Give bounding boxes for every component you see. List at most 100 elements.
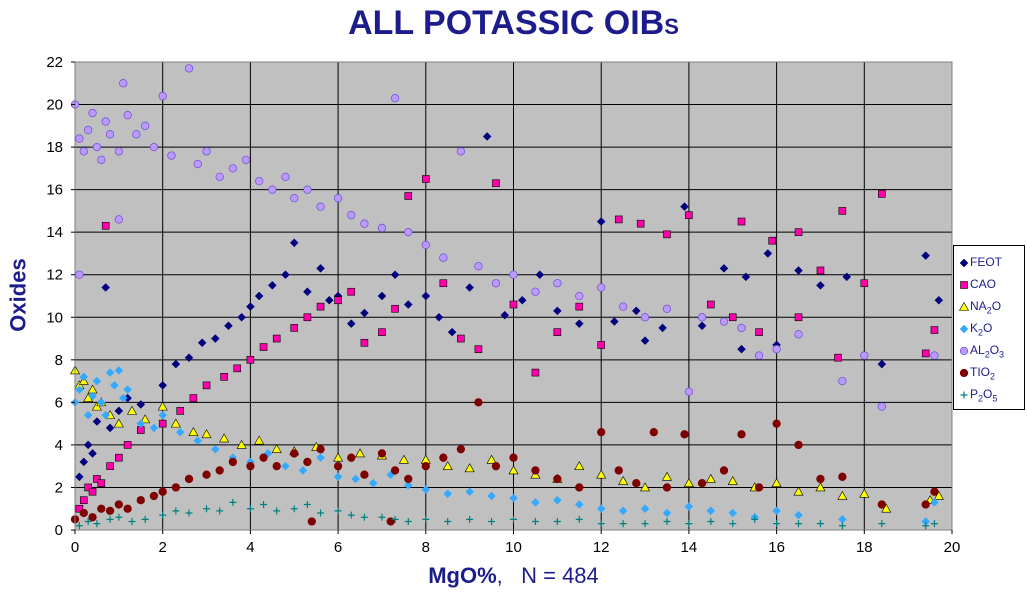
point-feot bbox=[197, 338, 207, 348]
point-al2o3 bbox=[167, 151, 176, 160]
point-tio2 bbox=[597, 427, 606, 437]
legend-label: P2O5 bbox=[970, 387, 997, 403]
point-p2o5 bbox=[334, 507, 342, 515]
point-tio2 bbox=[632, 479, 641, 488]
point-al2o3 bbox=[794, 330, 803, 339]
point-tio2 bbox=[491, 462, 501, 471]
y-axis-label: Oxides bbox=[5, 258, 31, 332]
point-al2o3 bbox=[439, 253, 448, 262]
series-al2o3 bbox=[70, 64, 939, 411]
point-p2o5 bbox=[216, 507, 224, 515]
point-p2o5 bbox=[84, 517, 92, 525]
point-feot bbox=[83, 440, 93, 450]
point-tio2 bbox=[390, 466, 400, 475]
legend-marker bbox=[959, 324, 969, 334]
point-al2o3 bbox=[158, 91, 167, 101]
point-al2o3 bbox=[684, 387, 694, 396]
x-tick-label: 18 bbox=[856, 539, 873, 556]
point-tio2 bbox=[754, 483, 764, 492]
point-p2o5 bbox=[378, 513, 386, 521]
point-tio2 bbox=[360, 470, 369, 479]
point-k2o bbox=[509, 493, 518, 503]
point-p2o5 bbox=[466, 515, 474, 523]
x-tick-label: 0 bbox=[71, 539, 79, 556]
point-na2o bbox=[188, 427, 199, 436]
point-p2o5 bbox=[347, 511, 355, 519]
point-feot bbox=[246, 302, 255, 311]
legend: FEOT CAO NA2O K2O AL2O3 TIO2 P2O5 bbox=[953, 245, 1025, 410]
point-p2o5 bbox=[185, 509, 193, 517]
point-p2o5 bbox=[751, 515, 759, 523]
legend-label-pre: K bbox=[970, 321, 979, 335]
legend-marker bbox=[960, 391, 968, 399]
x-tick-label: 8 bbox=[422, 539, 430, 556]
point-k2o bbox=[706, 506, 716, 516]
point-cao bbox=[421, 175, 430, 183]
point-k2o bbox=[75, 385, 84, 394]
point-al2o3 bbox=[531, 287, 540, 296]
point-feot bbox=[842, 272, 852, 282]
legend-marker bbox=[959, 368, 969, 377]
point-tio2 bbox=[272, 462, 281, 471]
point-al2o3 bbox=[377, 223, 387, 233]
point-feot bbox=[403, 300, 413, 309]
legend-marker-shape bbox=[959, 324, 969, 334]
point-feot bbox=[877, 359, 887, 369]
x-axis-label: MgO%, N = 484 bbox=[0, 563, 1027, 589]
point-cao bbox=[316, 302, 325, 311]
legend-label-sub1: 2 bbox=[990, 371, 996, 382]
point-na2o bbox=[771, 478, 782, 488]
y-tick-label: 4 bbox=[55, 437, 63, 454]
point-tio2 bbox=[614, 466, 623, 475]
point-k2o bbox=[158, 410, 168, 420]
legend-label-sub1: 2 bbox=[984, 349, 990, 360]
point-feot bbox=[267, 281, 277, 290]
point-al2o3 bbox=[697, 313, 707, 322]
point-na2o bbox=[355, 448, 366, 458]
point-al2o3 bbox=[597, 283, 606, 292]
legend-marker-shape bbox=[959, 346, 969, 355]
point-na2o bbox=[727, 475, 738, 485]
point-cao bbox=[189, 394, 198, 402]
legend-marker-shape bbox=[960, 391, 968, 399]
point-feot bbox=[610, 317, 619, 326]
point-k2o bbox=[368, 478, 378, 488]
point-tio2 bbox=[921, 500, 930, 509]
point-feot bbox=[763, 249, 773, 258]
point-p2o5 bbox=[619, 520, 627, 528]
point-p2o5 bbox=[930, 520, 938, 528]
point-cao bbox=[531, 368, 540, 377]
point-na2o bbox=[201, 429, 212, 439]
point-cao bbox=[816, 266, 825, 275]
point-k2o bbox=[728, 508, 738, 518]
point-cao bbox=[334, 296, 342, 305]
point-cao bbox=[220, 373, 228, 381]
point-al2o3 bbox=[491, 279, 501, 288]
point-al2o3 bbox=[101, 117, 110, 126]
point-tio2 bbox=[123, 504, 132, 513]
point-feot bbox=[697, 321, 707, 331]
point-cao bbox=[290, 324, 299, 332]
point-na2o bbox=[683, 478, 694, 488]
point-al2o3 bbox=[360, 219, 369, 228]
series-p2o5 bbox=[75, 498, 938, 530]
point-na2o bbox=[618, 475, 629, 485]
point-al2o3 bbox=[92, 142, 102, 152]
point-al2o3 bbox=[575, 291, 584, 301]
point-cao bbox=[663, 230, 671, 239]
point-tio2 bbox=[347, 453, 356, 462]
point-p2o5 bbox=[878, 520, 886, 528]
point-p2o5 bbox=[141, 515, 149, 523]
legend-label-pre: P bbox=[970, 387, 979, 401]
point-p2o5 bbox=[229, 498, 237, 506]
legend-marker bbox=[960, 281, 968, 289]
point-al2o3 bbox=[860, 351, 869, 360]
point-feot bbox=[680, 202, 689, 212]
point-tio2 bbox=[246, 462, 255, 471]
legend-marker-shape bbox=[959, 258, 969, 268]
point-al2o3 bbox=[333, 193, 343, 203]
point-na2o bbox=[661, 471, 672, 481]
point-k2o bbox=[118, 393, 128, 403]
point-p2o5 bbox=[290, 505, 298, 513]
point-k2o bbox=[123, 385, 132, 394]
